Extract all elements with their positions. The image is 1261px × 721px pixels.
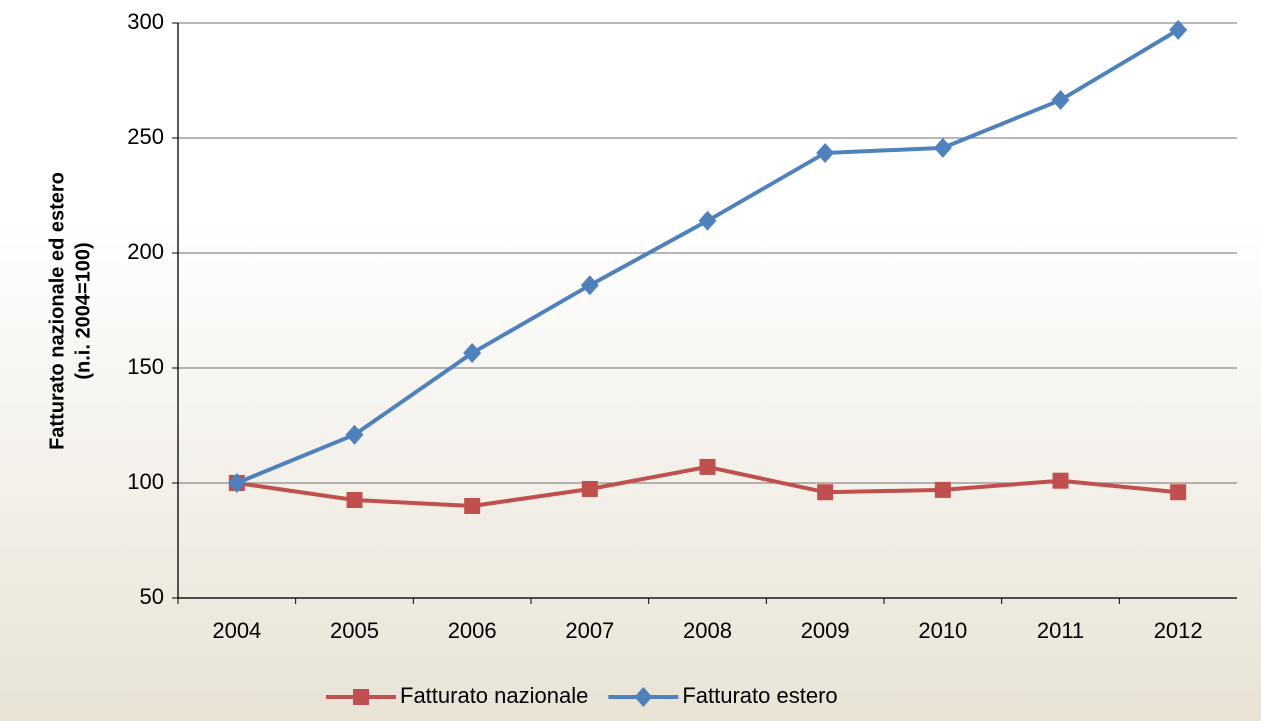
data-point	[1169, 19, 1188, 40]
data-point	[698, 210, 717, 231]
y-tick-label: 200	[127, 239, 164, 264]
data-point	[934, 481, 951, 498]
y-tick-label: 100	[127, 469, 164, 494]
y-axis-title-line: (n.i. 2004=100)	[72, 242, 94, 379]
x-tick-label: 2005	[330, 618, 379, 643]
data-point	[227, 473, 246, 493]
data-point	[346, 492, 363, 509]
data-point	[580, 275, 599, 296]
x-tick-label: 2004	[212, 618, 261, 643]
y-axis-title: Fatturato nazionale ed estero (n.i. 2004…	[46, 172, 94, 450]
x-tick-label: 2007	[565, 618, 614, 643]
data-point	[817, 484, 834, 501]
data-point	[345, 424, 364, 445]
x-tick-label: 2006	[448, 618, 497, 643]
data-point	[463, 343, 482, 364]
data-point	[464, 498, 481, 514]
x-tick-label: 2012	[1154, 618, 1203, 643]
data-point	[816, 142, 835, 163]
y-tick-label: 150	[127, 354, 164, 379]
data-point	[1052, 472, 1069, 489]
legend-label: Fatturato nazionale	[400, 683, 588, 708]
x-tick-label: 2008	[683, 618, 732, 643]
data-point	[699, 458, 716, 475]
x-tick-label: 2011	[1037, 618, 1084, 643]
y-tick-label: 50	[140, 584, 164, 609]
y-tick-label: 250	[127, 124, 164, 149]
legend-marker	[634, 687, 653, 707]
y-tick-label: 300	[127, 9, 164, 34]
data-point	[933, 137, 952, 158]
data-point	[1170, 484, 1187, 501]
legend-label: Fatturato estero	[682, 683, 837, 708]
legend-marker	[353, 689, 369, 705]
x-tick-label: 2009	[801, 618, 850, 643]
data-point	[1051, 90, 1070, 111]
data-point	[581, 480, 598, 497]
x-tick-label: 2010	[918, 618, 967, 643]
y-axis-title-line: Fatturato nazionale ed estero	[46, 172, 68, 450]
